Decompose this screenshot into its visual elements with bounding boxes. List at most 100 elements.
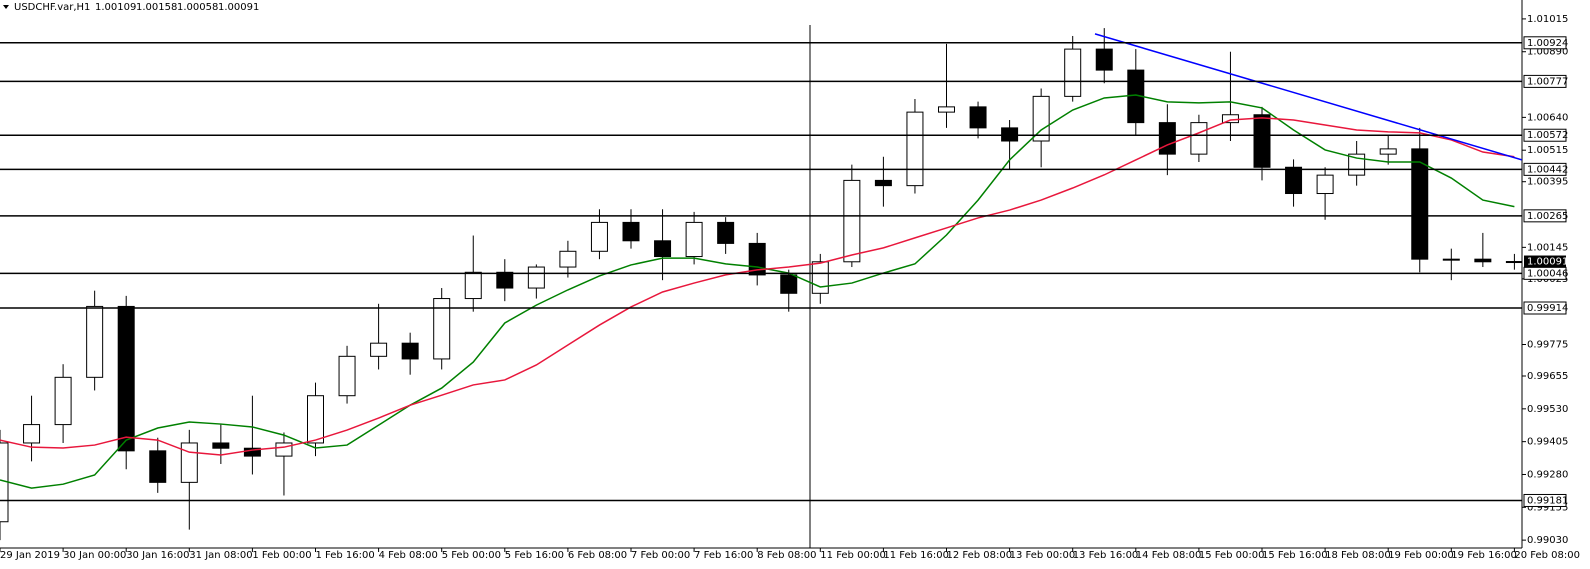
candle-body [212,442,230,449]
y-tick-label: 1.00640 [1527,112,1568,123]
candle-body [1285,166,1303,195]
candle-body [1316,174,1334,195]
y-tick-label: 0.99280 [1527,469,1568,480]
level-label-box [1523,36,1567,50]
candle-body [1411,148,1429,260]
x-tick-label: 29 Jan 2019 [0,550,60,561]
y-tick-label: 0.99775 [1527,340,1568,351]
y-tick-label: 1.00890 [1527,47,1568,58]
y-tick-label: 0.99030 [1527,535,1568,546]
candle-body [370,342,388,357]
candle-body [1158,122,1176,155]
candle-body [86,305,104,378]
x-tick-label: 15 Feb 00:00 [1199,550,1265,561]
header-value: 1.00091 [218,2,259,13]
candle-body [1221,114,1239,124]
level-label-box [1523,74,1567,88]
candle-body [1095,48,1113,71]
candle-body [1032,95,1050,142]
level-label: 1.00265 [1527,211,1568,222]
level-label: 1.00442 [1527,164,1568,175]
candle-body [117,305,135,452]
current-price-box [1524,255,1566,268]
x-tick-label: 1 Feb 16:00 [316,550,375,561]
y-tick-label: 0.99155 [1527,502,1568,513]
candle-body [843,179,861,263]
level-label: 0.99181 [1527,495,1568,506]
chart-title: USDCHF.var,H1 [14,2,90,13]
candle-body [780,274,798,294]
x-tick-label: 5 Feb 00:00 [442,550,501,561]
candle-body [307,395,324,444]
candle-body [527,266,545,289]
y-tick-label: 0.99530 [1527,404,1568,415]
candle-body [906,111,924,187]
candle-body [685,221,703,258]
x-tick-label: 30 Jan 16:00 [126,550,189,561]
x-tick-label: 4 Feb 08:00 [379,550,438,561]
candle-body [1253,114,1271,168]
x-tick-label: 30 Jan 00:00 [63,550,126,561]
level-label-box [1523,493,1567,507]
x-tick-label: 14 Feb 08:00 [1136,550,1202,561]
y-tick-label: 1.00515 [1527,145,1568,156]
header-value: 1.00158 [136,2,177,13]
level-label: 1.00572 [1527,130,1568,141]
candle-body [717,221,735,244]
candle-body [149,450,167,483]
header-value: 1.00109 [95,2,136,13]
candle-body [496,271,514,289]
x-tick-label: 13 Feb 16:00 [1073,550,1139,561]
moving-average [0,117,1515,456]
x-tick-label: 11 Feb 00:00 [820,550,886,561]
x-tick-label: 19 Feb 16:00 [1451,550,1517,561]
x-tick-label: 19 Feb 00:00 [1388,550,1454,561]
moving-average [0,94,1515,489]
level-label: 0.99914 [1527,303,1568,314]
x-tick-label: 13 Feb 00:00 [1010,550,1076,561]
y-tick-label: 1.00145 [1527,242,1568,253]
candle-body [1379,148,1397,155]
y-tick-label: 0.99655 [1527,371,1568,382]
candle-body [401,342,419,360]
trendline [1094,33,1522,161]
x-tick-label: 12 Feb 08:00 [947,550,1013,561]
level-label-box [1523,301,1567,315]
x-tick-label: 18 Feb 08:00 [1325,550,1391,561]
level-label-box [1523,209,1567,223]
y-tick-label: 0.99405 [1527,437,1568,448]
candle-body [180,442,198,483]
candle-body [1001,127,1019,142]
plot [0,28,1522,541]
candle-body [622,221,640,242]
header-ohlc: 1.00109 1.00158 1.00058 1.00091 [95,2,259,13]
menu-arrow [3,5,9,9]
x-tick-label: 31 Jan 08:00 [189,550,252,561]
x-tick-label: 1 Feb 00:00 [252,550,311,561]
x-tick-label: 20 Feb 08:00 [1514,550,1580,561]
x-tick-label: 5 Feb 16:00 [505,550,564,561]
y-tick-label: 1.01015 [1527,14,1568,25]
candle-body [243,447,261,457]
candle-body [559,250,577,268]
candle-body [275,442,293,457]
candle-body [654,240,672,258]
candle-body [1442,258,1460,261]
candle-body [433,298,451,360]
header-value: 1.00058 [177,2,218,13]
candle-body [1474,258,1492,263]
x-tick-label: 7 Feb 16:00 [694,550,753,561]
candle-body [54,376,72,426]
x-tick-label: 7 Feb 00:00 [631,550,690,561]
candle-body [1190,122,1208,155]
x-tick-label: 6 Feb 08:00 [568,550,627,561]
y-tick-label: 1.00395 [1527,177,1568,188]
x-tick-label: 8 Feb 08:00 [757,550,816,561]
candle-body [464,271,482,300]
candle-body [938,106,955,113]
level-label: 1.00777 [1527,76,1568,87]
candle-body [1064,48,1082,97]
candle-body [1505,261,1522,264]
level-label-box [1523,162,1567,176]
